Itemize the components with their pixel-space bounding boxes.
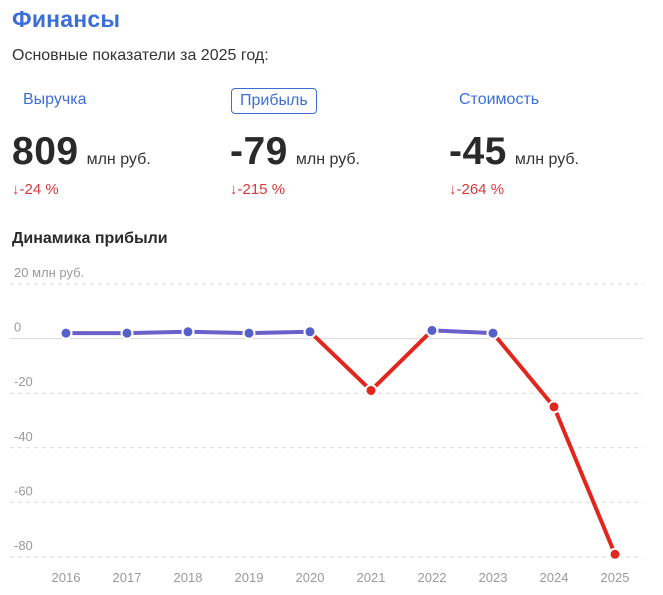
y-tick-label: 0 — [14, 320, 21, 335]
series-segment — [308, 329, 373, 393]
page-title: Финансы — [12, 6, 121, 32]
y-tick-label: -60 — [14, 483, 33, 498]
metric-profit-value: -79 — [230, 130, 288, 173]
data-point — [425, 323, 439, 337]
y-tick-label: 20 млн руб. — [14, 265, 84, 280]
tab-revenue[interactable]: Выручка — [23, 91, 87, 108]
profit-line-chart: 20 млн руб. 0 -20 -40 -60 -80 2016 2017 2018 2019… — [10, 265, 643, 585]
x-tick-label: 2018 — [174, 570, 203, 585]
series-segment — [491, 331, 556, 409]
metric-value: -45 млн руб. — [449, 130, 579, 174]
page-subtitle: Основные показатели за 2025 год: — [12, 47, 269, 64]
series-segment — [369, 328, 434, 393]
y-tick-label: -80 — [14, 538, 33, 553]
data-point — [120, 326, 134, 340]
series-segment — [430, 328, 495, 336]
metric-revenue-unit: млн руб. — [86, 151, 151, 168]
y-tick-label: -40 — [14, 429, 33, 444]
tab-profit[interactable]: Прибыль — [231, 88, 317, 114]
y-tick-label: -20 — [14, 374, 33, 389]
data-point — [608, 547, 622, 561]
metric-revenue-change: ↓-24 % — [12, 181, 59, 198]
metric-profit: -79 млн руб. — [230, 130, 360, 174]
data-point — [242, 326, 256, 340]
x-tick-label: 2019 — [235, 570, 264, 585]
series-segment — [125, 329, 190, 336]
x-tick-label: 2016 — [52, 570, 81, 585]
metric-revenue-value: 809 — [12, 130, 79, 173]
x-tick-label: 2024 — [540, 570, 569, 585]
series-segment — [186, 329, 251, 336]
x-tick-label: 2017 — [113, 570, 142, 585]
data-point — [364, 383, 378, 397]
metric-profit-unit: млн руб. — [295, 151, 360, 168]
chart-section-title: Динамика прибыли — [12, 230, 168, 247]
x-tick-label: 2025 — [601, 570, 630, 585]
data-point — [181, 325, 195, 339]
metric-value-unit: млн руб. — [514, 151, 579, 168]
metric-revenue: 809 млн руб. — [12, 130, 151, 174]
series-segment — [552, 404, 617, 557]
x-tick-label: 2023 — [479, 570, 508, 585]
metric-value-change: ↓-264 % — [449, 181, 505, 198]
data-point — [303, 325, 317, 339]
tab-value[interactable]: Стоимость — [459, 91, 540, 108]
data-point — [547, 400, 561, 414]
series-segment — [247, 329, 312, 336]
x-tick-label: 2022 — [418, 570, 447, 585]
metric-profit-change: ↓-215 % — [230, 181, 286, 198]
x-tick-label: 2021 — [357, 570, 386, 585]
data-point — [486, 326, 500, 340]
metric-value-value: -45 — [449, 130, 507, 173]
data-point — [59, 326, 73, 340]
x-tick-label: 2020 — [296, 570, 325, 585]
